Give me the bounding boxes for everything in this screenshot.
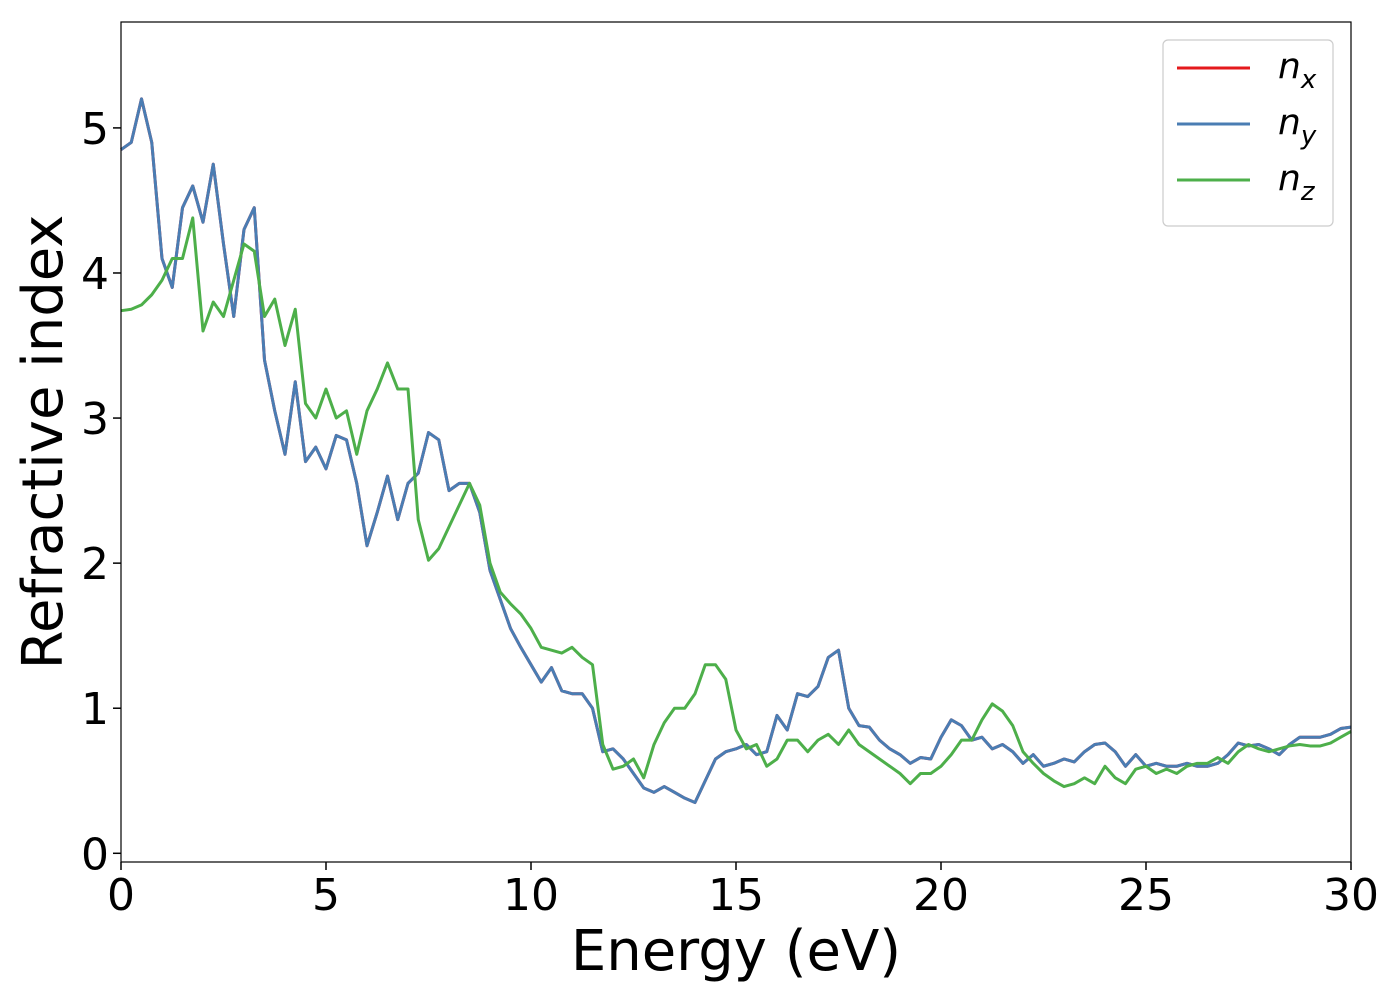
x-tick-label: 10 xyxy=(503,870,559,921)
x-tick-label: 15 xyxy=(708,870,764,921)
series-line xyxy=(120,216,1352,789)
legend-label: nz xyxy=(1278,158,1316,207)
x-tick-label: 5 xyxy=(312,870,340,921)
y-tick-label: 2 xyxy=(81,539,109,590)
y-axis-label: Refractive index xyxy=(11,215,76,670)
x-axis-label: Energy (eV) xyxy=(571,919,901,984)
plot-frame xyxy=(120,21,1352,863)
legend-label: ny xyxy=(1278,102,1317,151)
y-tick-label: 0 xyxy=(81,829,109,880)
y-tick-label: 3 xyxy=(81,394,109,445)
legend-label: nx xyxy=(1278,46,1317,95)
x-tick-label: 0 xyxy=(107,870,135,921)
y-tick-label: 5 xyxy=(81,104,109,155)
x-tick-label: 30 xyxy=(1323,870,1379,921)
y-tick-label: 4 xyxy=(81,249,109,300)
x-tick-label: 25 xyxy=(1118,870,1174,921)
x-tick-label: 20 xyxy=(913,870,969,921)
y-tick-label: 1 xyxy=(81,684,109,735)
